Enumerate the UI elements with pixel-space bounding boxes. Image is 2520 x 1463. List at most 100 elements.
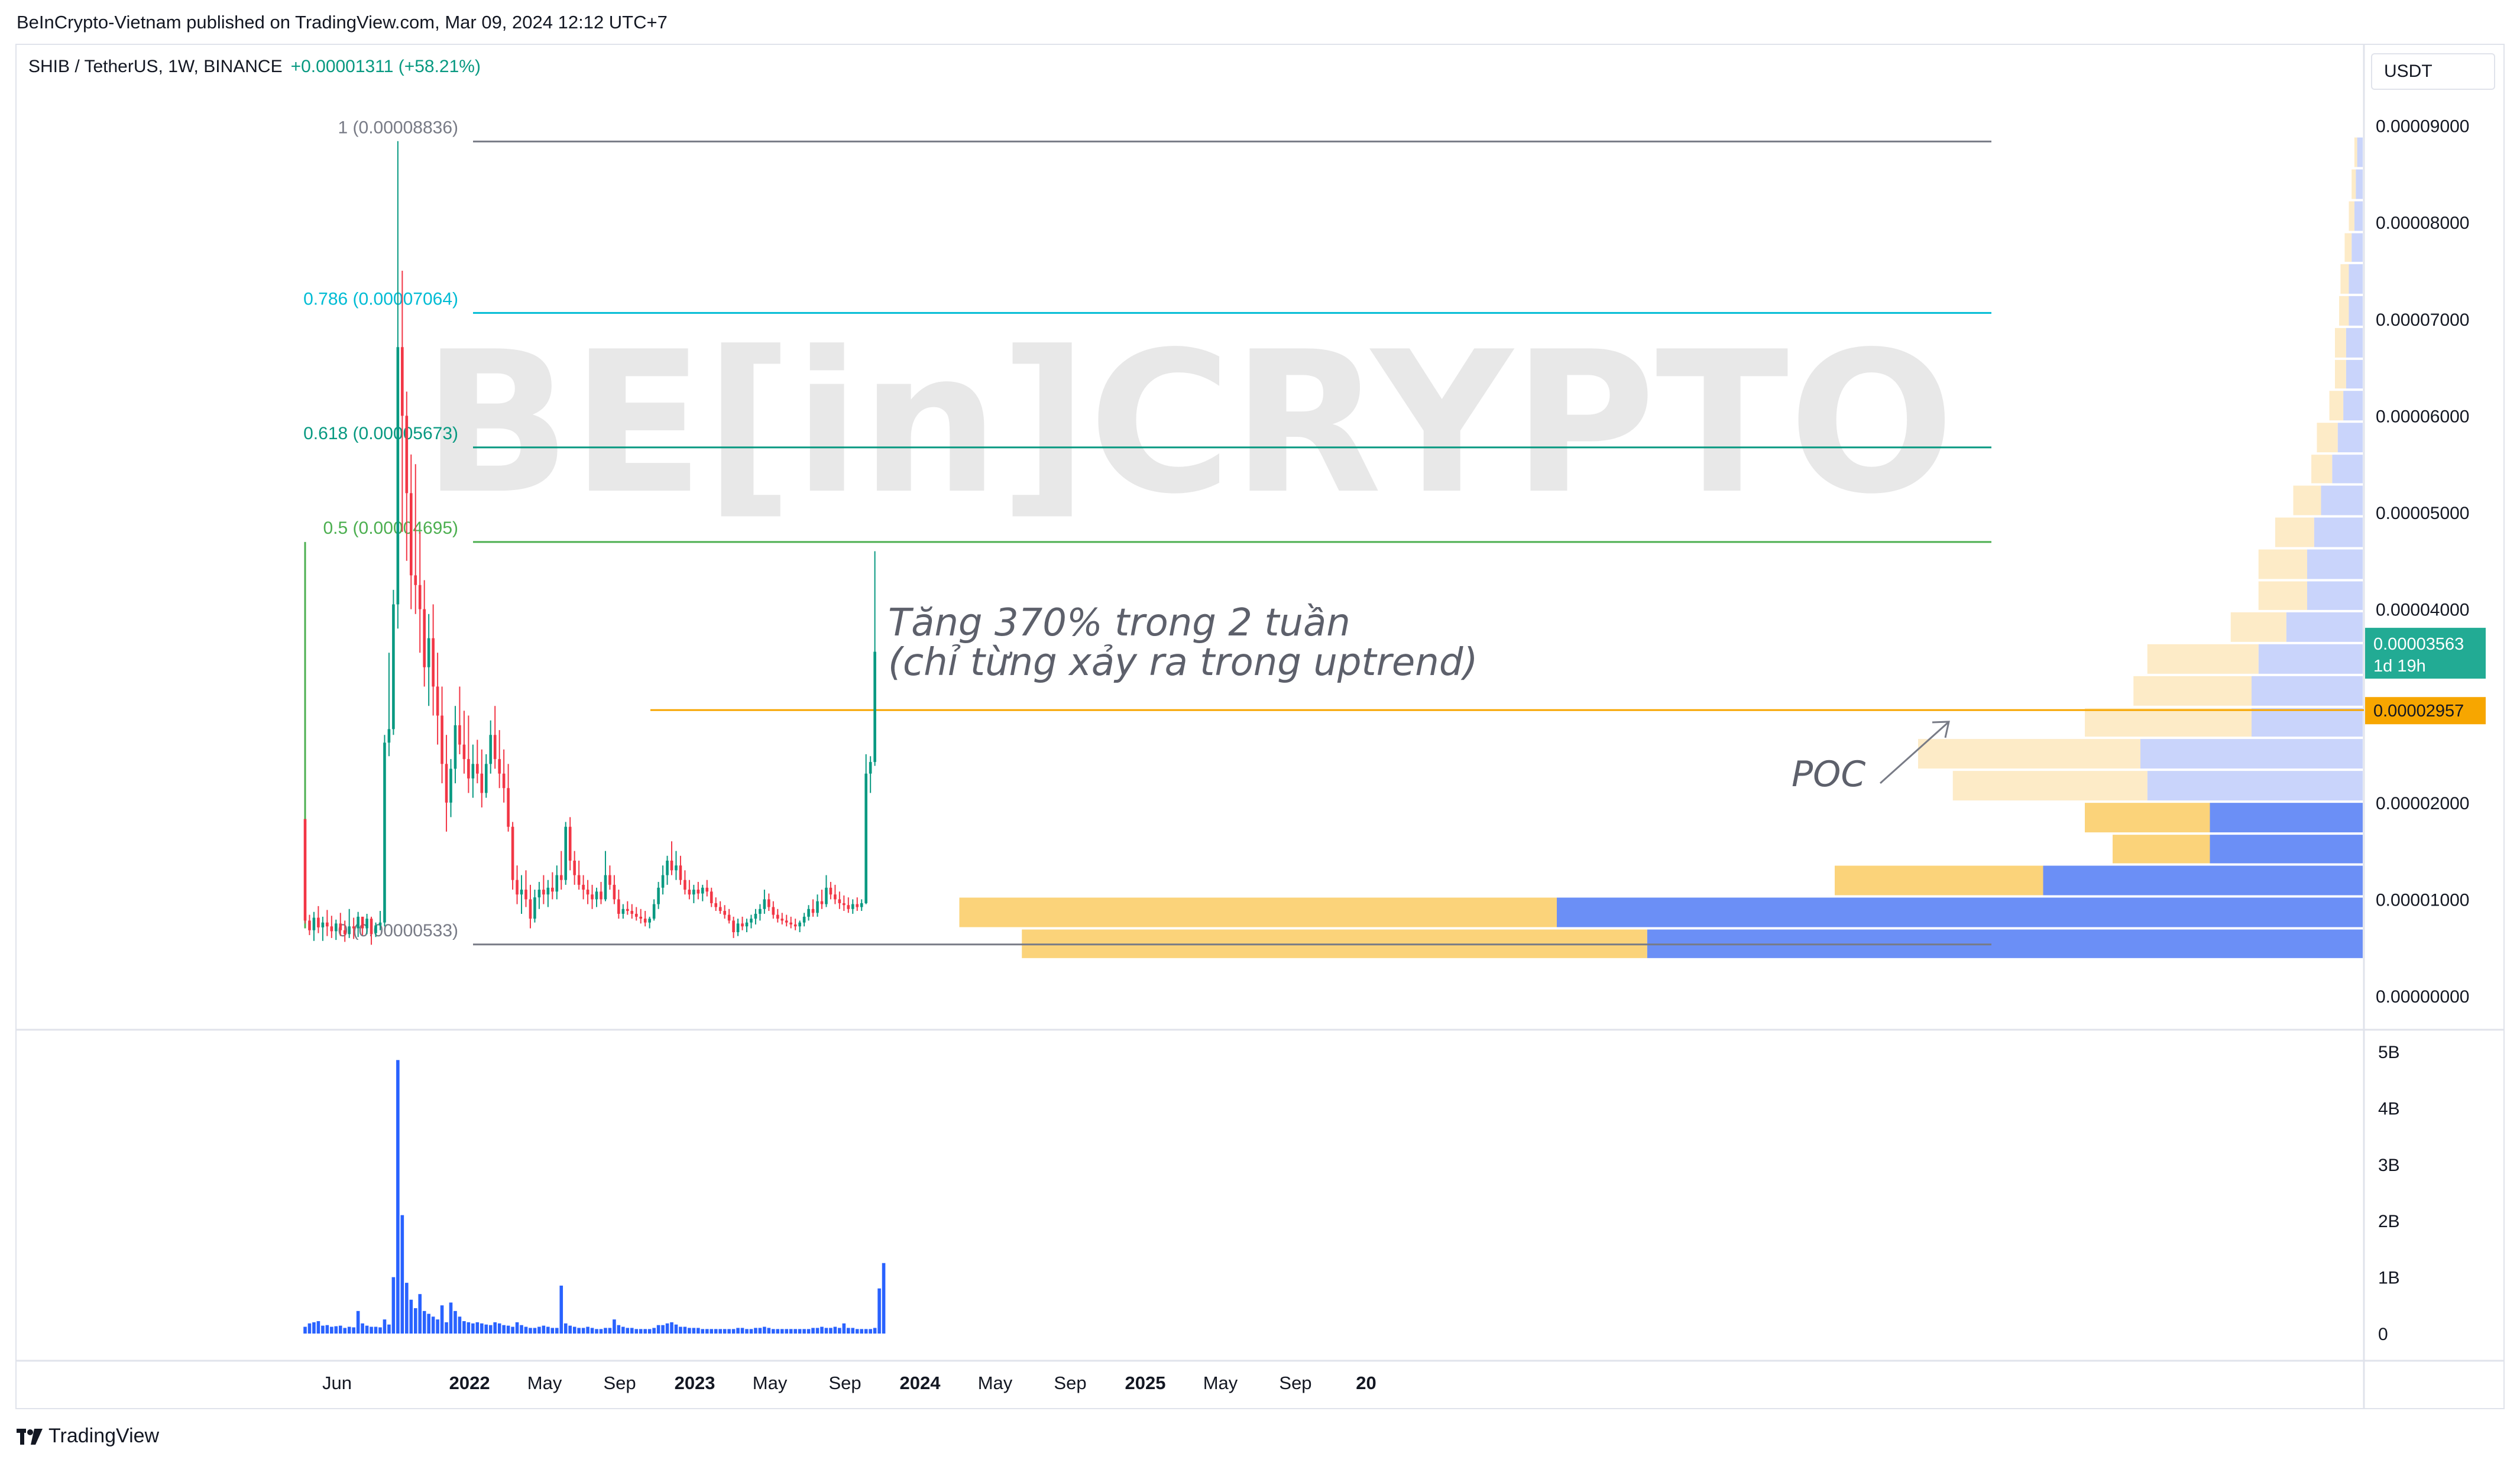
volume-bar xyxy=(780,1329,784,1334)
candle-body xyxy=(652,904,656,919)
volume-profile-down-bar xyxy=(2085,708,2252,737)
volume-bar xyxy=(776,1329,780,1334)
fib-level-label: 0.786 (0.00007064) xyxy=(303,289,458,309)
volume-bar xyxy=(710,1329,714,1334)
symbol-pair[interactable]: SHIB / TetherUS, 1W, BINANCE xyxy=(28,57,283,76)
fib-level-label: 1 (0.00008836) xyxy=(338,118,459,137)
volume-profile-down-bar xyxy=(2344,233,2352,262)
volume-bar xyxy=(445,1322,448,1334)
volume-bar xyxy=(723,1329,727,1334)
volume-bar xyxy=(634,1329,639,1334)
countdown-text: 1d 19h xyxy=(2373,657,2426,676)
candle-body xyxy=(361,916,364,929)
volume-bar xyxy=(325,1325,329,1334)
volume-bar xyxy=(736,1328,740,1334)
candle-body xyxy=(591,894,594,900)
volume-profile xyxy=(959,137,2363,958)
watermark: BE[in]CRYPTO xyxy=(422,310,1954,537)
volume-bar xyxy=(688,1328,691,1334)
volume-bar xyxy=(577,1328,581,1334)
volume-bar xyxy=(829,1328,833,1334)
annotation-line-2: (chỉ từng xảy ra trong uptrend) xyxy=(888,641,1478,685)
candle-body xyxy=(401,347,404,416)
volume-bar xyxy=(563,1323,568,1334)
price-axis[interactable]: 0.00009000 0.00008000 0.00007000 0.00006000… xyxy=(2376,117,2470,1007)
fibonacci-retracement[interactable]: 1 (0.00008836) 0.786 (0.00007064) 0.618 (0… xyxy=(303,118,1991,946)
time-axis[interactable]: Jun 2022 May Sep 2023 May Sep 2024 May Sep 2025 May… xyxy=(322,1373,1376,1393)
publish-info: BeInCrypto-Vietnam published on TradingV… xyxy=(17,12,668,33)
price-badges: 0.00003563 1d 19h 0.00002957 xyxy=(2365,628,2486,725)
candle-body xyxy=(432,638,435,687)
volume-bar xyxy=(595,1329,598,1334)
volume-profile-up-bar xyxy=(2258,644,2363,674)
volume-bar xyxy=(811,1328,815,1334)
candle-body xyxy=(679,865,682,880)
price-tick-label: 0.00006000 xyxy=(2376,407,2470,426)
candle-body xyxy=(847,905,850,909)
volume-tick-label: 5B xyxy=(2378,1043,2400,1062)
volume-profile-up-bar xyxy=(2332,455,2363,484)
candle-body xyxy=(449,768,452,803)
candle-body xyxy=(542,890,545,895)
candle-body xyxy=(339,923,342,930)
volume-bar xyxy=(378,1327,382,1334)
volume-bar xyxy=(705,1329,709,1334)
volume-profile-up-bar xyxy=(2354,201,2363,231)
candle-body xyxy=(471,764,475,778)
candle-body xyxy=(559,875,563,880)
candle-body xyxy=(312,917,316,930)
volume-bar xyxy=(824,1328,828,1334)
fib-level-label: 0 (0.00000533) xyxy=(338,921,459,940)
candle-body xyxy=(533,897,536,919)
poc-price-badge xyxy=(2365,697,2486,725)
time-tick-label: Sep xyxy=(1279,1373,1311,1393)
candle-body xyxy=(493,735,497,760)
time-tick-label: 2024 xyxy=(900,1373,941,1393)
candle-body xyxy=(626,909,629,911)
volume-tick-label: 3B xyxy=(2378,1156,2400,1175)
candle-body xyxy=(705,887,709,892)
volume-profile-up-bar xyxy=(2349,296,2363,326)
candle-body xyxy=(582,884,585,890)
candle-body xyxy=(573,860,576,875)
volume-bar xyxy=(745,1329,749,1334)
volume-bar xyxy=(524,1326,528,1334)
price-tick-label: 0.00005000 xyxy=(2376,504,2470,523)
volume-bar xyxy=(515,1322,519,1334)
volume-bar xyxy=(550,1328,555,1334)
volume-bar xyxy=(754,1328,757,1334)
candle-body xyxy=(418,585,422,609)
candle-body xyxy=(476,764,479,774)
symbol-legend[interactable]: SHIB / TetherUS, 1W, BINANCE +0.00001311 … xyxy=(28,57,481,77)
volume-bar xyxy=(555,1328,559,1334)
candle-body xyxy=(370,919,373,935)
price-tick-label: 0.00001000 xyxy=(2376,890,2470,910)
volume-profile-up-bar xyxy=(2210,803,2363,833)
volume-bar xyxy=(542,1325,546,1334)
candle-body xyxy=(838,899,841,903)
volume-bar xyxy=(405,1283,409,1334)
volume-profile-down-bar xyxy=(2329,391,2344,421)
volume-bar xyxy=(851,1328,855,1334)
volume-bar xyxy=(613,1319,616,1334)
candle-body xyxy=(802,916,806,923)
volume-bar xyxy=(802,1329,806,1334)
volume-bar xyxy=(833,1326,837,1334)
volume-bar xyxy=(621,1326,625,1334)
candle-body xyxy=(759,909,762,914)
volume-bar xyxy=(365,1325,369,1334)
volume-profile-up-bar xyxy=(2252,676,2363,706)
volume-profile-up-bar xyxy=(2337,423,2363,453)
volume-bar xyxy=(497,1323,501,1334)
footer-brand[interactable]: TradingView xyxy=(17,1425,159,1448)
volume-bar xyxy=(343,1328,347,1334)
volume-bar xyxy=(413,1308,417,1334)
volume-bar xyxy=(370,1326,373,1334)
volume-profile-down-bar xyxy=(1952,771,2147,801)
volume-bar xyxy=(701,1329,705,1334)
volume-bar xyxy=(559,1285,563,1334)
volume-bar xyxy=(400,1215,404,1334)
currency-button[interactable]: USDT xyxy=(2371,53,2495,90)
time-tick-label: May xyxy=(1203,1373,1238,1393)
